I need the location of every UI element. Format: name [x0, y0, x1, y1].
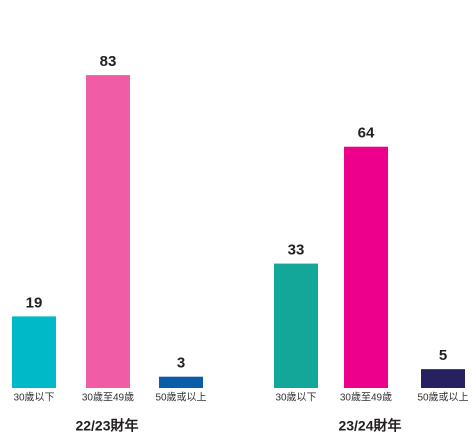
group-label: 22/23財年	[75, 418, 138, 434]
category-label: 50歲或以上	[155, 391, 206, 404]
value-label: 64	[358, 125, 375, 142]
bar	[421, 369, 465, 388]
category-label: 30歲至49歲	[82, 391, 134, 404]
group-label: 23/24財年	[338, 418, 401, 434]
bar	[12, 316, 56, 388]
category-label: 30歲至49歲	[340, 391, 392, 404]
category-label: 50歲或以上	[417, 391, 468, 404]
value-label: 5	[439, 347, 447, 364]
bar	[274, 263, 318, 388]
category-label: 30歲以下	[13, 391, 54, 404]
bar	[344, 146, 388, 388]
value-label: 19	[26, 294, 43, 311]
bar	[86, 75, 130, 388]
value-label: 83	[100, 53, 117, 70]
value-label: 3	[177, 355, 185, 372]
bar	[159, 376, 203, 388]
category-label: 30歲以下	[275, 391, 316, 404]
value-label: 33	[288, 242, 305, 259]
